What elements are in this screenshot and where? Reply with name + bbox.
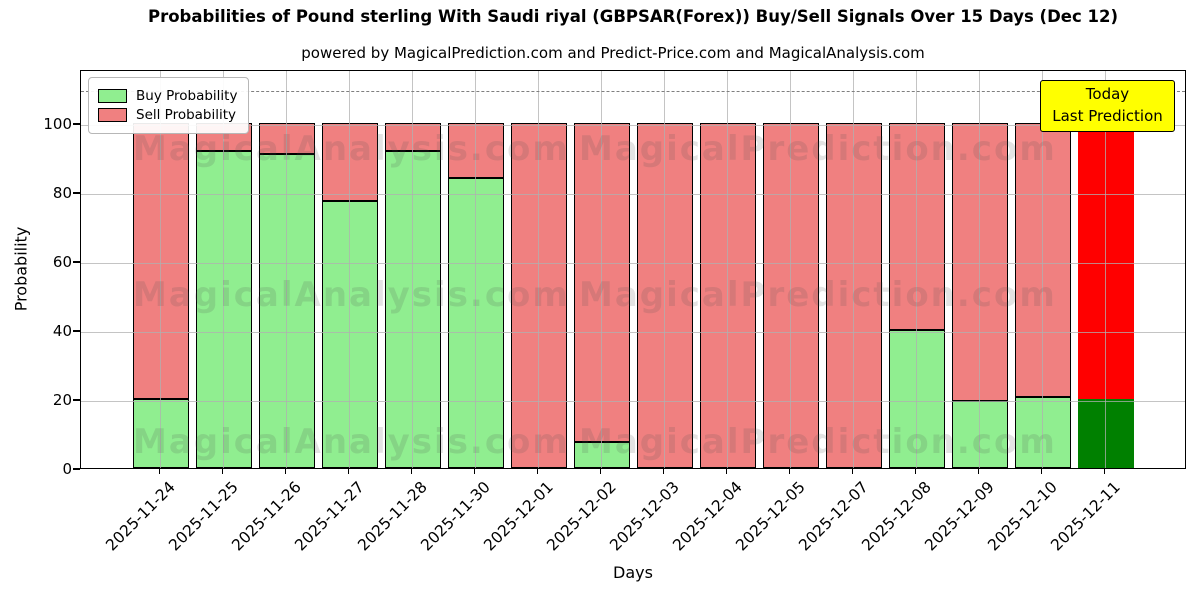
x-tickmark: [284, 469, 287, 474]
v-gridline: [853, 71, 854, 468]
today-annotation: Today Last Prediction: [1040, 80, 1175, 132]
today-annotation-line1: Today: [1085, 85, 1130, 104]
chart-subtitle: powered by MagicalPrediction.com and Pre…: [301, 44, 925, 62]
legend-label-sell: Sell Probability: [136, 107, 237, 123]
v-gridline: [790, 71, 791, 468]
y-tickmark: [73, 261, 80, 263]
legend-label-buy: Buy Probability: [136, 88, 238, 104]
watermark-text: MagicalAnalysis.com: [133, 275, 570, 315]
x-tickmark: [473, 469, 476, 474]
y-axis-label: Probability: [11, 226, 31, 312]
plot-area: MagicalAnalysis.com MagicalPrediction.com…: [80, 70, 1186, 469]
y-tick-label: 80: [52, 183, 72, 202]
h-gridline: [81, 124, 1185, 126]
v-gridline: [160, 71, 161, 468]
y-tick-label: 60: [52, 252, 72, 271]
today-annotation-line2: Last Prediction: [1052, 107, 1163, 125]
x-tickmark: [662, 469, 665, 474]
v-gridline: [349, 71, 350, 468]
y-tick-label: 100: [43, 114, 72, 133]
x-tickmark: [347, 469, 350, 474]
h-gridline: [81, 331, 1185, 333]
y-tickmark: [73, 192, 80, 194]
x-tickmark: [851, 469, 854, 474]
sell-swatch-icon: [98, 108, 127, 122]
v-gridline: [286, 71, 287, 468]
h-gridline: [81, 262, 1185, 264]
x-tickmark: [725, 469, 728, 474]
v-gridline: [223, 71, 224, 468]
x-axis-label: Days: [613, 563, 653, 582]
v-gridline: [1042, 71, 1043, 468]
v-gridline: [664, 71, 665, 468]
x-tickmark: [410, 469, 413, 474]
v-gridline: [538, 71, 539, 468]
buy-swatch-icon: [98, 89, 127, 103]
y-tickmark: [73, 399, 80, 401]
watermark-text: MagicalPrediction.com: [579, 422, 1057, 462]
dashed-reference-line: [81, 90, 1185, 92]
x-tickmark: [158, 469, 161, 474]
v-gridline: [979, 71, 980, 468]
y-tick-label: 20: [52, 390, 72, 409]
y-tick-label: 0: [62, 459, 72, 478]
y-tickmark: [73, 330, 80, 332]
x-tickmark: [1040, 469, 1043, 474]
v-gridline: [412, 71, 413, 468]
x-tickmark: [977, 469, 980, 474]
y-tick-label: 40: [52, 321, 72, 340]
watermark-text: MagicalAnalysis.com: [133, 129, 570, 169]
legend-item-sell: Sell Probability: [98, 107, 237, 123]
x-tickmark: [599, 469, 602, 474]
y-tickmark: [73, 468, 80, 470]
watermark-text: MagicalPrediction.com: [579, 275, 1057, 315]
x-tickmark: [914, 469, 917, 474]
chart-title: Probabilities of Pound sterling With Sau…: [147, 7, 1119, 26]
x-tickmark: [221, 469, 224, 474]
legend: Buy Probability Sell Probability: [88, 77, 250, 134]
v-gridline: [475, 71, 476, 468]
v-gridline: [727, 71, 728, 468]
h-gridline: [81, 193, 1185, 195]
v-gridline: [1105, 71, 1106, 468]
h-gridline: [81, 400, 1185, 402]
x-tickmark: [788, 469, 791, 474]
x-tickmark: [1103, 469, 1106, 474]
y-tickmark: [73, 123, 80, 125]
legend-item-buy: Buy Probability: [98, 88, 237, 104]
watermark-text: MagicalAnalysis.com: [133, 422, 570, 462]
v-gridline: [916, 71, 917, 468]
watermark-text: MagicalPrediction.com: [579, 129, 1057, 169]
x-tickmark: [536, 469, 539, 474]
v-gridline: [601, 71, 602, 468]
